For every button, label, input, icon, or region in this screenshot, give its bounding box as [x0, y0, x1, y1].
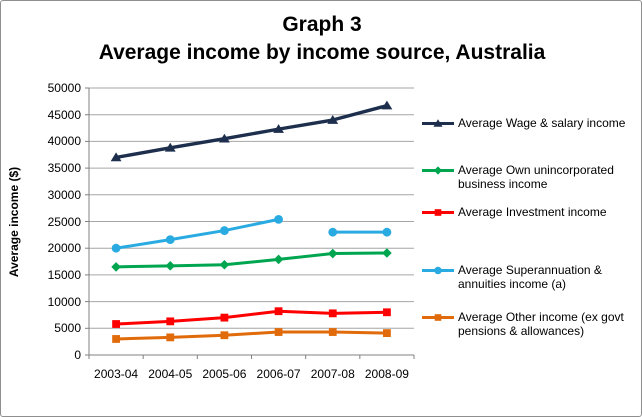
series-marker-investment [274, 307, 283, 316]
series-line-wage-salary [114, 103, 389, 160]
series-marker-other-income [383, 329, 391, 338]
legend-label: Average Wage & salary income [458, 116, 625, 130]
series-marker-superannuation [165, 235, 175, 245]
x-tick-label: 2005-06 [202, 367, 247, 381]
series-line-investment [114, 309, 389, 326]
series-marker-investment [328, 309, 337, 318]
y-tick-label: 30000 [47, 187, 81, 202]
series-marker-wage-salary [219, 133, 230, 143]
series-marker-own-business [165, 261, 176, 271]
legend-label-line: Average Other income (ex govt [458, 310, 624, 324]
y-tick-label: 45000 [47, 107, 81, 122]
y-tick-label: 35000 [47, 161, 81, 176]
series-marker-investment [112, 320, 120, 328]
x-tick-label: 2007-08 [310, 367, 355, 381]
legend-marker-wage-salary [433, 119, 443, 127]
legend-item-wage-salary: Average Wage & salary income [422, 116, 625, 130]
y-tick-label: 15000 [47, 267, 81, 282]
y-tick-label: 50000 [47, 81, 81, 95]
legend-marker-investment [434, 209, 442, 216]
legend-label-line: annuities income (a) [458, 277, 567, 291]
y-tick-label: 10000 [47, 294, 81, 309]
x-tick-label: 2006-07 [256, 367, 301, 381]
series-marker-superannuation [382, 227, 392, 237]
series-line-other-income [114, 330, 389, 341]
legend-label: Average Other income (ex govt pensions & … [458, 310, 624, 338]
series-marker-wage-salary [327, 115, 339, 124]
series-marker-wage-salary [164, 142, 176, 152]
chart-subtitle: Average income by income source, Austral… [98, 41, 546, 64]
y-tick-label: 25000 [47, 214, 81, 229]
legend-label: Average Superannuation & annuities income… [458, 263, 602, 291]
series-marker-investment [220, 313, 229, 322]
series-marker-wage-salary [110, 152, 122, 162]
x-tick-label: 2004-05 [148, 367, 193, 381]
legend-item-superannuation: Average Superannuation & annuities income… [422, 263, 602, 291]
legend-marker-superannuation [434, 266, 442, 275]
legend-marker-square-icon [422, 314, 454, 321]
series-marker-superannuation [274, 214, 283, 224]
series-line-superannuation [114, 217, 281, 250]
series-marker-own-business [111, 262, 121, 272]
y-tick-label: 20000 [47, 241, 81, 256]
legend-label-line: Average Own unincorporated [458, 163, 614, 177]
series-marker-superannuation [220, 226, 229, 235]
series-marker-own-business [382, 248, 392, 258]
chart-title: Graph 3 [282, 13, 362, 36]
legend-item-investment: Average Investment income [422, 205, 607, 219]
series-marker-other-income [112, 335, 120, 343]
series-marker-own-business [273, 254, 284, 265]
legend-item-other-income: Average Other income (ex govt pensions & … [422, 310, 624, 338]
series-marker-investment [383, 308, 391, 317]
legend-marker-triangle-icon [422, 119, 454, 127]
legend-marker-circle-icon [422, 266, 454, 275]
series-marker-superannuation [328, 227, 338, 237]
series-marker-wage-salary [381, 100, 393, 110]
series-line-own-business [114, 251, 389, 269]
legend-label: Average Investment income [458, 205, 607, 219]
x-tick-label: 2008-09 [364, 367, 409, 381]
series-marker-wage-salary [273, 124, 284, 133]
series-marker-own-business [219, 259, 230, 270]
legend-label-line: business income [458, 177, 548, 191]
series-marker-investment [166, 317, 175, 326]
series-marker-other-income [328, 328, 337, 336]
legend-marker-own-business [433, 166, 443, 175]
legend-label-line: Average Investment income [458, 205, 607, 219]
series-marker-other-income [166, 333, 175, 342]
chart-title-block: Graph 3 Average income by income source,… [1, 11, 641, 67]
legend-item-own-business: Average Own unincorporated business incom… [422, 163, 614, 191]
legend-label-line: Average Wage & salary income [458, 116, 626, 130]
y-tick-label: 5000 [54, 321, 81, 336]
legend-marker-square-icon [422, 209, 454, 216]
y-tick-label: 40000 [47, 134, 81, 149]
series-marker-other-income [274, 328, 283, 336]
legend-marker-diamond-icon [422, 166, 454, 175]
legend-label: Average Own unincorporated business incom… [458, 163, 614, 191]
x-tick-label: 2003-04 [94, 367, 139, 381]
legend-label-line: Average Superannuation & [458, 263, 602, 277]
series-marker-superannuation [111, 243, 121, 253]
legend-marker-other-income [434, 314, 442, 321]
y-tick-label: 0 [74, 348, 81, 362]
series-marker-other-income [220, 331, 229, 340]
legend-label-line: pensions & allowances) [458, 324, 585, 338]
series-marker-own-business [327, 248, 338, 259]
